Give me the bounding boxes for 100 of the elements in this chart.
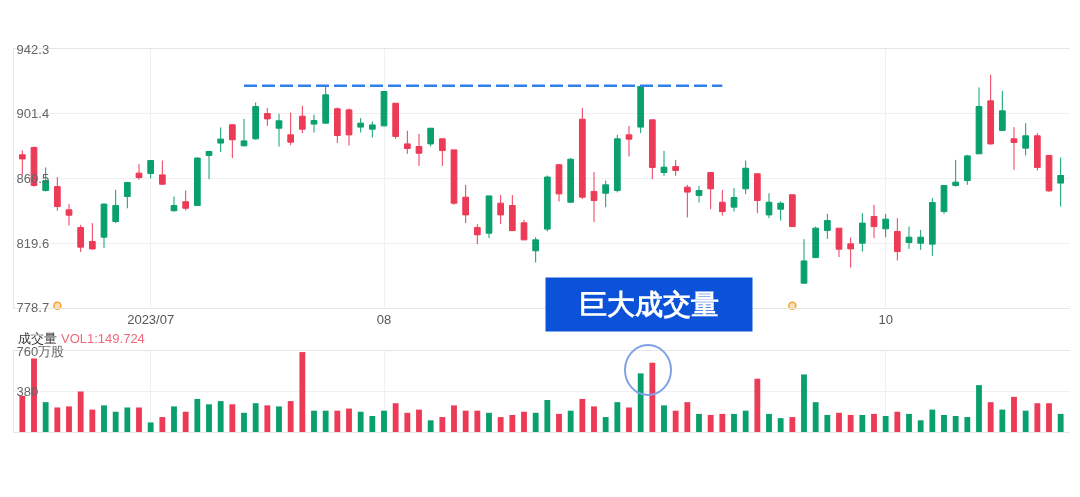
bar — [917, 420, 924, 432]
bar — [66, 406, 72, 432]
bar — [929, 409, 936, 432]
candlestick — [602, 180, 610, 208]
candlestick — [788, 194, 796, 228]
bar — [941, 414, 947, 432]
bar — [101, 405, 107, 432]
candlestick — [555, 163, 563, 202]
bar — [824, 414, 831, 432]
annotation: 巨大成交量 — [579, 289, 719, 320]
x-tick-label: 2023/07 — [127, 312, 175, 328]
candlestick — [228, 124, 236, 159]
bar — [754, 378, 761, 432]
x-tick-label: 08 — [376, 312, 392, 328]
candlestick — [1010, 126, 1018, 171]
candlestick — [18, 150, 26, 176]
bar — [276, 406, 282, 432]
candlestick — [205, 150, 213, 180]
candlestick — [508, 194, 516, 232]
bar — [112, 411, 119, 432]
bar — [217, 401, 224, 432]
candlestick — [707, 172, 715, 210]
bar — [427, 420, 434, 432]
candlestick — [648, 119, 656, 180]
bar — [567, 410, 574, 432]
bar — [614, 402, 621, 432]
candlestick — [368, 120, 376, 139]
candlestick — [123, 181, 131, 209]
bar — [836, 412, 842, 432]
bar — [159, 417, 166, 432]
candlestick — [497, 194, 505, 225]
candlestick — [310, 114, 318, 133]
candlestick — [53, 176, 61, 212]
candlestick — [590, 171, 598, 223]
y-tick-label: 901.4 — [16, 106, 50, 122]
bar — [672, 410, 679, 432]
bar — [847, 414, 854, 432]
candlestick — [298, 105, 306, 134]
candlestick — [77, 224, 85, 253]
bar — [882, 416, 889, 432]
bar — [719, 413, 726, 432]
bar — [707, 414, 714, 432]
bar — [392, 403, 399, 432]
bar — [497, 417, 504, 432]
candlestick — [940, 184, 948, 215]
candlestick — [450, 149, 458, 206]
bar — [626, 407, 632, 432]
candlestick — [462, 184, 470, 224]
candlestick — [730, 187, 738, 213]
bar — [89, 409, 96, 432]
candlestick — [263, 107, 271, 127]
bar — [486, 412, 492, 432]
text: VOL1:149.724 — [61, 331, 145, 346]
bar — [264, 405, 271, 432]
bar — [42, 402, 49, 432]
candlestick — [1057, 156, 1065, 208]
bar — [404, 412, 411, 432]
bar — [661, 405, 667, 432]
candlestick — [753, 173, 761, 214]
bar — [124, 407, 131, 432]
bar — [206, 404, 212, 432]
candlestick — [1033, 132, 1041, 171]
bar — [136, 407, 142, 432]
bar — [1046, 403, 1052, 432]
bar — [637, 373, 644, 432]
bar — [766, 413, 772, 432]
bar — [322, 410, 329, 432]
bar — [591, 406, 597, 432]
bar — [544, 400, 551, 432]
bar — [521, 411, 527, 432]
candlestick — [695, 185, 703, 204]
candlestick — [287, 112, 295, 146]
candlestick — [800, 238, 808, 284]
candlestick — [1045, 154, 1053, 193]
bar — [381, 410, 387, 432]
bar — [194, 398, 201, 432]
candlestick — [835, 227, 843, 258]
bar — [451, 405, 457, 432]
bar — [311, 410, 317, 432]
candlestick — [532, 236, 540, 263]
bar — [801, 374, 807, 432]
candlestick — [135, 163, 143, 181]
bar — [532, 412, 539, 432]
candlestick — [193, 156, 201, 207]
bar — [19, 395, 26, 432]
bar — [789, 417, 796, 432]
candlestick — [683, 184, 691, 218]
bar — [54, 407, 61, 432]
candlestick — [345, 107, 353, 146]
candlestick — [613, 134, 621, 193]
candlestick — [182, 190, 190, 211]
chart-title: 成交量 — [18, 331, 57, 346]
candlestick — [823, 213, 831, 240]
candlestick — [998, 90, 1006, 131]
bar — [999, 409, 1006, 432]
bar — [474, 410, 481, 432]
bar — [987, 402, 994, 432]
y-tick-label: 778.7 — [16, 300, 50, 316]
bar — [964, 417, 971, 432]
candlestick — [112, 189, 120, 224]
